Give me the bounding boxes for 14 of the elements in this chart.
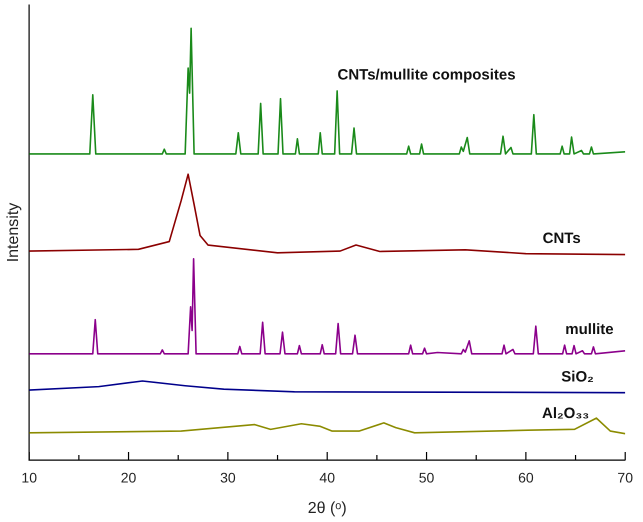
series-label: Al₂O₃₃ (542, 404, 590, 422)
y-axis-title: Intensity (5, 202, 22, 262)
x-tick-label: 30 (220, 469, 236, 486)
x-tick-label: 10 (21, 469, 38, 486)
x-axis-title: 2θ (ᵒ) (308, 500, 347, 517)
series-label: mullite (565, 320, 614, 338)
x-tick-label: 70 (617, 469, 634, 486)
series-label: SiO₂ (561, 368, 594, 386)
x-tick-label: 20 (120, 469, 137, 486)
x-tick-label: 60 (518, 469, 534, 486)
series-label: CNTs (542, 230, 581, 248)
x-tick-label: 40 (319, 469, 336, 486)
x-tick-label: 50 (418, 469, 435, 486)
series-label: CNTs/mullite composites (337, 66, 516, 84)
